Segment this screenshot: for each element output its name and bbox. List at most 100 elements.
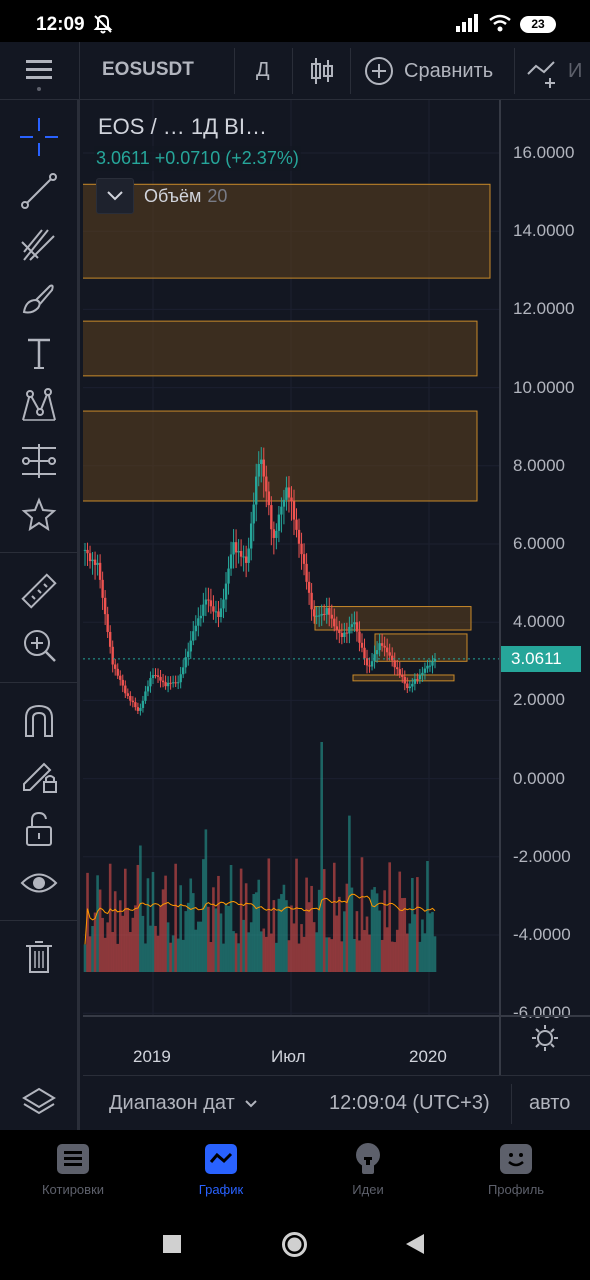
candle-body — [340, 633, 344, 637]
legend-symbol-title[interactable]: EOS / … 1Д BI… — [98, 114, 267, 139]
pitchfork-icon[interactable] — [18, 224, 60, 266]
volume-bar — [380, 939, 384, 972]
candlestick-chart-type-icon[interactable] — [310, 56, 334, 86]
home-icon[interactable] — [281, 1231, 308, 1258]
price-scale-label: 10.0000 — [513, 377, 575, 397]
eye-icon[interactable] — [18, 862, 60, 904]
volume-bar — [322, 869, 326, 972]
compare-button[interactable]: Сравнить — [364, 56, 493, 86]
menu-button[interactable] — [0, 42, 80, 100]
volume-bar — [373, 887, 376, 972]
candle-body — [119, 675, 122, 680]
indicators-button[interactable]: И — [526, 52, 590, 92]
nav-item-smile[interactable]: Профиль — [456, 1142, 576, 1197]
candle-body — [262, 459, 265, 477]
volume-bar — [363, 930, 366, 972]
volume-bar — [340, 941, 344, 972]
muted-bell-icon — [93, 14, 113, 34]
volume-bar — [106, 922, 109, 972]
interval-button[interactable]: Д — [256, 59, 270, 81]
pattern-icon[interactable] — [18, 386, 60, 428]
ruler-icon[interactable] — [18, 570, 60, 612]
favorites-star-icon[interactable] — [18, 494, 60, 536]
price-chart[interactable] — [83, 100, 499, 1015]
recent-apps-icon[interactable] — [162, 1234, 182, 1254]
volume-bar — [272, 900, 276, 972]
nav-item-chart[interactable]: График — [161, 1142, 281, 1197]
measure-projection-icon[interactable] — [18, 440, 60, 482]
candle-body — [176, 682, 180, 684]
volume-bar — [390, 941, 394, 972]
volume-bar — [413, 914, 417, 972]
nav-label: Котировки — [41, 1182, 105, 1197]
candle-body — [363, 647, 366, 659]
candle-body — [164, 682, 167, 687]
symbol-search-button[interactable]: EOSUSDT — [102, 59, 194, 80]
volume-bar — [129, 932, 132, 972]
magnet-icon[interactable] — [18, 700, 60, 742]
date-range-button[interactable]: Диапазон дат — [109, 1092, 261, 1115]
volume-bar — [307, 902, 311, 972]
volume-bar — [338, 896, 341, 972]
price-zone-rect[interactable] — [352, 674, 455, 682]
chart-settings-button[interactable] — [499, 1015, 590, 1075]
price-zone-rect[interactable] — [83, 183, 491, 279]
nav-item-lightbulb[interactable]: Идеи — [308, 1142, 428, 1197]
candle-body — [247, 548, 250, 563]
volume-collapse-button[interactable] — [96, 178, 134, 214]
text-icon[interactable] — [18, 332, 60, 374]
last-price-badge: 3.0611 — [501, 645, 581, 672]
toolbar-divider — [0, 682, 78, 683]
smile-icon — [498, 1142, 534, 1176]
candle-body — [428, 665, 432, 667]
trash-icon[interactable] — [18, 936, 60, 978]
candle-body — [101, 579, 104, 598]
object-tree-button[interactable] — [0, 1075, 80, 1130]
price-zone-rect[interactable] — [314, 606, 472, 631]
volume-bar — [101, 917, 104, 972]
price-zone-rect[interactable] — [83, 410, 478, 502]
candle-body — [315, 615, 318, 617]
lock-drawing-icon[interactable] — [18, 754, 60, 796]
time-scale-label: Июл — [271, 1047, 306, 1066]
zoom-in-icon[interactable] — [18, 624, 60, 666]
volume-bar — [290, 905, 293, 972]
candle-body — [282, 499, 286, 507]
volume-indicator-label[interactable]: Объём — [144, 185, 202, 206]
candle-body — [192, 631, 195, 641]
candle-body — [277, 514, 281, 531]
volume-bar — [292, 923, 296, 972]
volume-bar — [282, 884, 286, 972]
price-zone-rect[interactable] — [374, 633, 468, 662]
unlock-icon[interactable] — [18, 808, 60, 850]
price-scale[interactable]: 16.0000 14.0000 12.0000 10.0000 8.0000 6.0000… — [499, 100, 590, 1022]
candle-body — [103, 597, 107, 615]
auto-scale-button[interactable]: авто — [529, 1092, 571, 1114]
back-icon[interactable] — [404, 1233, 426, 1255]
candle-body — [260, 459, 263, 464]
candle-body — [370, 661, 374, 667]
candle-body — [360, 642, 364, 648]
volume-bar — [234, 933, 238, 972]
trend-line-icon[interactable] — [18, 170, 60, 212]
volume-bar — [426, 861, 429, 972]
brush-icon[interactable] — [18, 278, 60, 320]
candle-body — [413, 679, 417, 684]
candle-body — [124, 685, 127, 694]
crosshair-icon[interactable] — [18, 116, 60, 158]
volume-bar — [139, 845, 142, 972]
volume-bar — [121, 915, 125, 972]
timezone-clock[interactable]: 12:09:04 (UTC+3) — [329, 1092, 490, 1114]
candle-body — [131, 700, 135, 703]
time-scale[interactable]: 2019 Июл 2020 — [83, 1015, 499, 1075]
candle-body — [398, 669, 401, 675]
candle-body — [280, 506, 283, 515]
volume-bar — [400, 898, 404, 972]
chart-pane[interactable] — [83, 100, 499, 1015]
volume-bar — [144, 943, 147, 972]
toolbar-divider — [0, 920, 78, 921]
volume-bar — [131, 917, 135, 972]
price-zone-rect[interactable] — [83, 320, 478, 377]
nav-item-list[interactable]: Котировки — [13, 1142, 133, 1197]
time-scale-label: 2020 — [409, 1047, 447, 1066]
